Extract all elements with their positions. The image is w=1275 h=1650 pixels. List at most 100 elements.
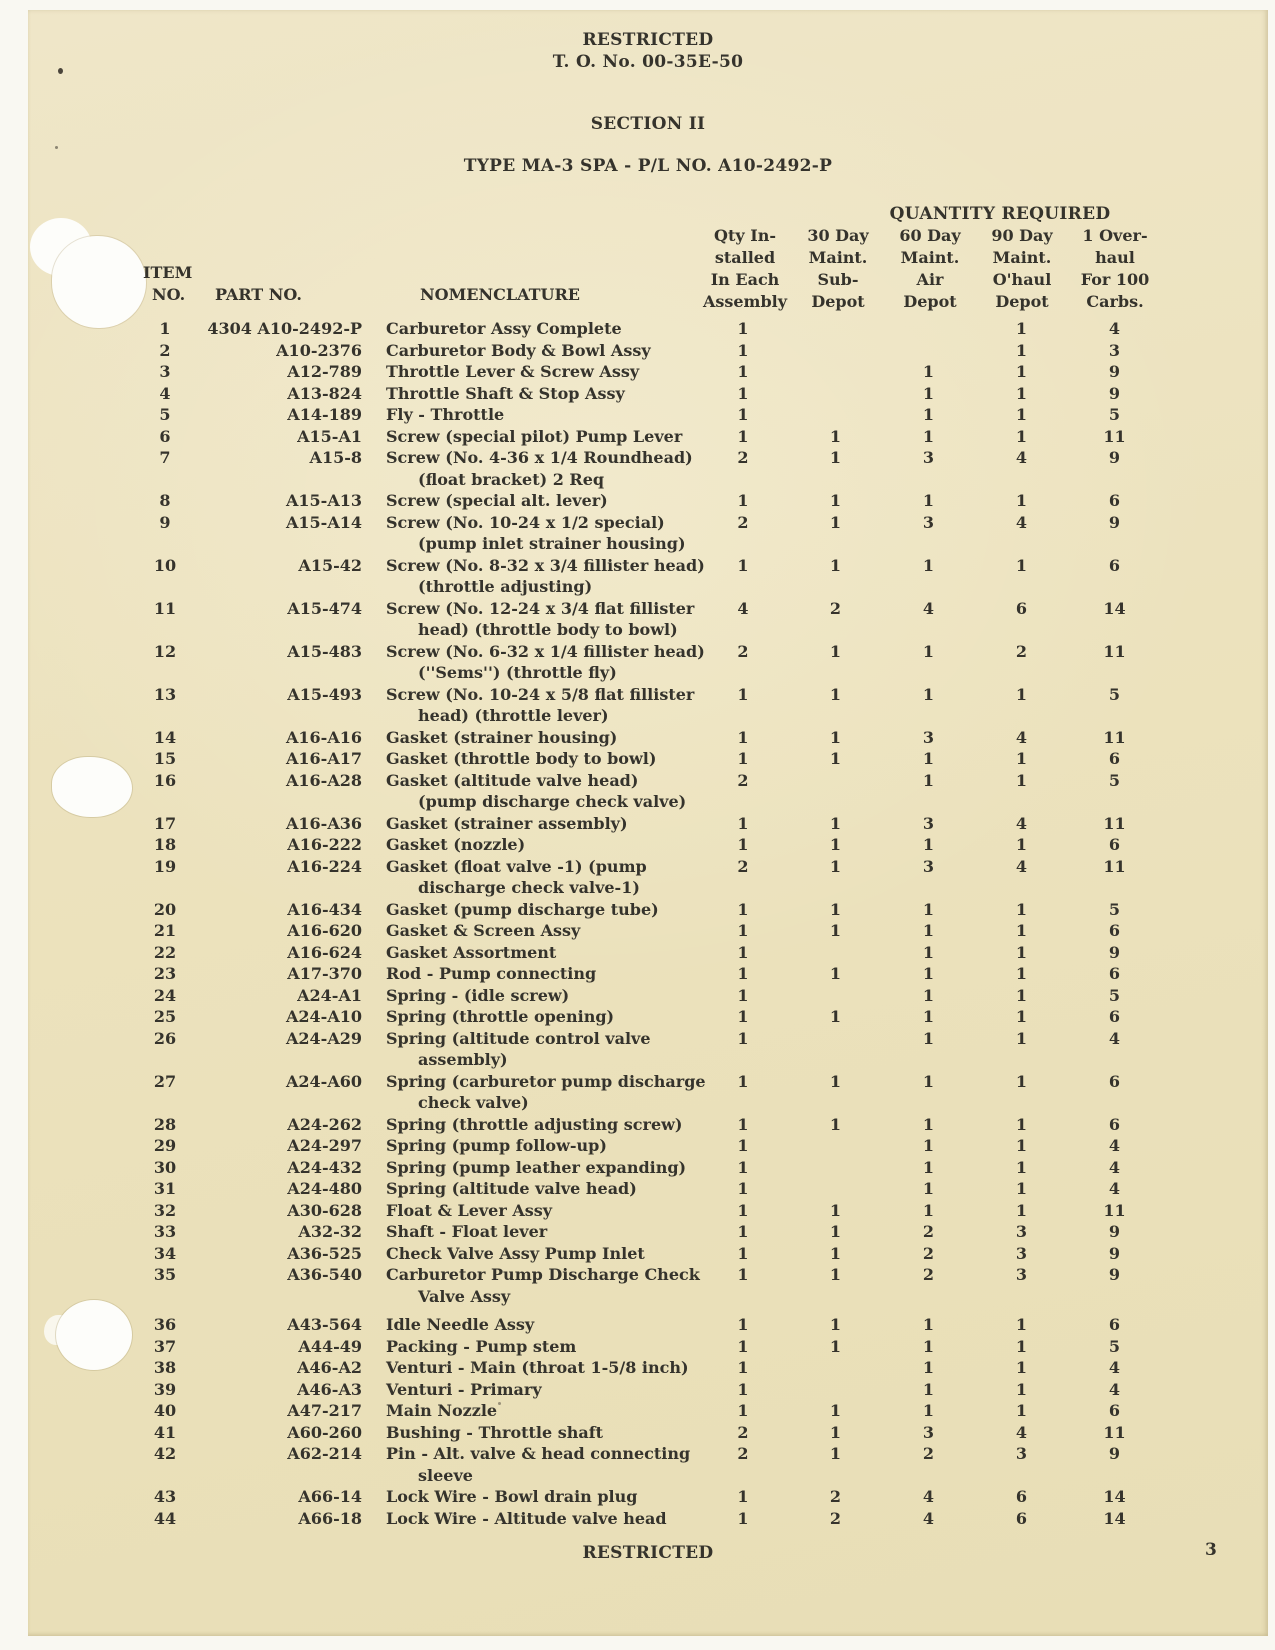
qty-value: 14 — [1103, 598, 1126, 618]
nomenclature-line: Gasket (throttle body to bowl) — [386, 749, 657, 768]
qty-value: 9 — [1108, 448, 1121, 467]
item-no: 4 — [159, 383, 171, 403]
qty-value: 1 — [737, 1136, 749, 1155]
nomenclature: Float & Lever Assy — [386, 1200, 697, 1222]
item-no: 6 — [159, 426, 171, 446]
nomenclature-line: Fly - Throttle — [386, 405, 505, 424]
qty-cells: 1 1 1 1 6 — [697, 555, 1161, 577]
item-no: 44 — [153, 1508, 177, 1528]
qty-value: 1 — [1015, 362, 1028, 381]
qty-value: 1 — [922, 684, 935, 704]
part-no: A15-483 — [287, 641, 362, 661]
table-row: 16 A16-A28 Gasket (altitude valve head) (… — [130, 770, 1165, 813]
part-no: A15-42 — [298, 555, 362, 575]
qty-value: 1 — [737, 362, 749, 381]
item-no: 12 — [153, 641, 177, 661]
nomenclature-line: Screw (special alt. lever) — [386, 491, 608, 510]
qty-value: 6 — [1108, 491, 1121, 510]
part-no: A36-540 — [287, 1265, 362, 1284]
qty-value: 1 — [829, 426, 842, 446]
qty-value: 1 — [737, 319, 749, 338]
qty-value: 1 — [737, 1336, 749, 1356]
qty-value: 4 — [1015, 727, 1028, 747]
qty-cells: 1 1 2 3 9 — [697, 1243, 1161, 1265]
qty-value: 1 — [922, 1379, 935, 1399]
qty-value: 5 — [1108, 770, 1121, 790]
qty-value: 1 — [737, 426, 749, 446]
qty-value: 1 — [1015, 985, 1028, 1005]
qty-value: 1 — [829, 835, 842, 854]
nomenclature: Spring (pump leather expanding) — [386, 1157, 697, 1179]
nomenclature-line: Carburetor Pump Discharge Check — [386, 1265, 700, 1284]
qty-value: 6 — [1108, 921, 1121, 940]
nomenclature: Throttle Shaft & Stop Assy — [386, 383, 697, 405]
qty-cells: 1 1 1 1 6 — [697, 1400, 1161, 1422]
qty-value: 1 — [922, 1315, 935, 1334]
column-header-part-no: PART NO. — [215, 285, 302, 304]
qty-value: 4 — [1015, 813, 1028, 833]
qty-cells: 1 1 1 4 — [697, 1357, 1161, 1379]
table-row: 29 A24-297 Spring (pump follow-up) 1 1 1 4 — [130, 1135, 1165, 1157]
qty-value: 4 — [737, 598, 749, 618]
qty-value: 3 — [1015, 1222, 1028, 1241]
nomenclature-continuation: Valve Assy — [418, 1286, 511, 1306]
qty-value — [789, 318, 882, 340]
nomenclature-continuation: discharge check valve-1) — [418, 878, 640, 897]
qty-value: 3 — [922, 813, 935, 833]
qty-value: 9 — [1108, 1444, 1121, 1463]
part-no: A66-14 — [298, 1487, 362, 1506]
part-no: A62-214 — [287, 1444, 362, 1463]
column-header-line: 30 Day — [807, 226, 869, 245]
part-no: A12-789 — [287, 362, 362, 381]
qty-value: 1 — [829, 1265, 842, 1284]
table-row: 30 A24-432 Spring (pump leather expandin… — [130, 1157, 1165, 1179]
qty-value: 1 — [737, 1487, 749, 1506]
column-header-line: Depot — [903, 292, 957, 311]
table-row: 22 A16-624 Gasket Assortment 1 1 1 9 — [130, 942, 1165, 964]
qty-value: 1 — [829, 964, 842, 983]
part-no: A46-A3 — [297, 1379, 362, 1399]
column-header-line: For 100 — [1080, 270, 1150, 289]
qty-value: 4 — [1015, 856, 1028, 876]
qty-cells: 1 1 1 5 — [697, 985, 1161, 1007]
qty-value: 1 — [829, 1422, 842, 1442]
nomenclature: Venturi - Main (throat 1-5/8 inch) — [386, 1357, 697, 1379]
qty-value: 4 — [1108, 1136, 1121, 1155]
qty-value: 1 — [922, 491, 935, 510]
qty-value: 1 — [1015, 684, 1028, 704]
item-no: 35 — [153, 1265, 177, 1284]
part-no: A46-A2 — [297, 1358, 362, 1377]
qty-value: 1 — [1015, 921, 1028, 940]
qty-value: 1 — [922, 641, 935, 661]
nomenclature-line: Check Valve Assy Pump Inlet — [386, 1243, 645, 1263]
item-no: 40 — [153, 1401, 177, 1420]
table-row: 24 A24-A1 Spring - (idle screw) 1 1 1 5 — [130, 985, 1165, 1007]
qty-value — [789, 1135, 882, 1157]
qty-value: 3 — [922, 856, 935, 876]
qty-value: 1 — [737, 1243, 749, 1263]
qty-value: 4 — [1108, 1157, 1121, 1177]
qty-value: 1 — [922, 964, 935, 983]
nomenclature-line: Screw (No. 10-24 x 1/2 special) — [386, 512, 665, 532]
item-no: 34 — [153, 1243, 177, 1263]
part-no: A24-A1 — [297, 985, 362, 1005]
nomenclature: Spring - (idle screw) — [386, 985, 697, 1007]
item-no: 31 — [153, 1179, 177, 1198]
nomenclature-line: Spring (altitude valve head) — [386, 1179, 637, 1198]
qty-cells: 1 1 1 5 — [697, 404, 1161, 426]
qty-value: 2 — [829, 1487, 842, 1506]
qty-value: 1 — [829, 448, 842, 467]
item-no: 43 — [153, 1487, 177, 1506]
qty-cells: 1 1 1 1 6 — [697, 1314, 1161, 1336]
qty-value: 3 — [1108, 340, 1121, 360]
qty-value: 1 — [829, 1401, 842, 1420]
nomenclature-line: Gasket Assortment — [386, 942, 557, 962]
qty-value: 1 — [922, 942, 935, 962]
qty-value: 1 — [1015, 1401, 1028, 1420]
part-no: A15-493 — [287, 684, 362, 704]
qty-cells: 1 1 1 4 — [697, 1028, 1161, 1050]
column-header-line: haul — [1095, 248, 1135, 267]
